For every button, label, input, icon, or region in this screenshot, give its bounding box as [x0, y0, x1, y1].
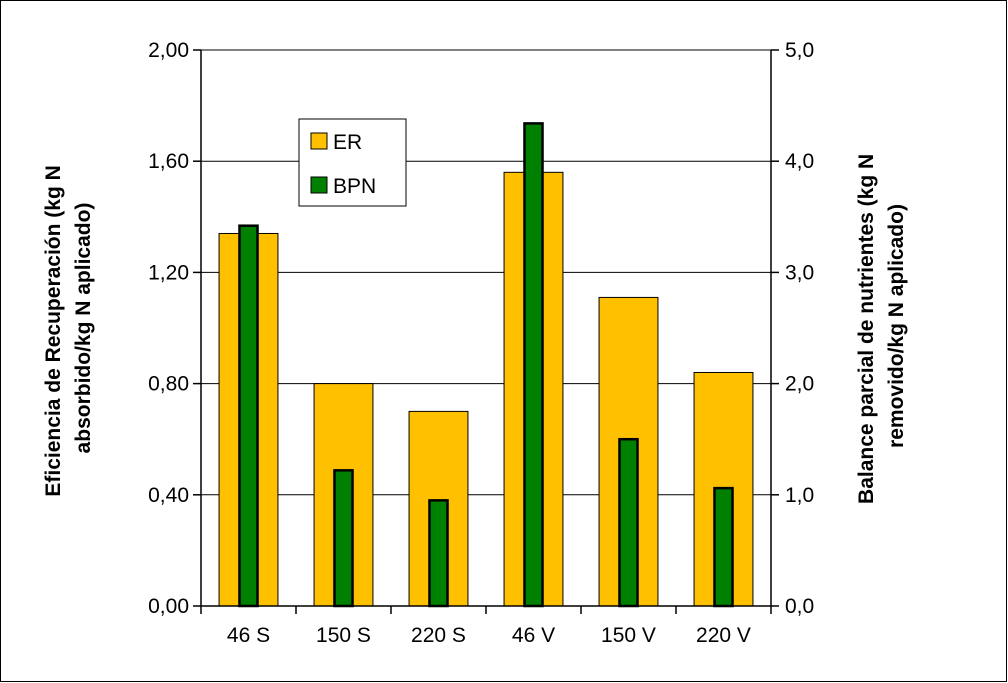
left-tick-label: 0,40 — [148, 484, 189, 507]
left-axis-title: Eficiencia de Recuperación (kg N absorbi… — [42, 159, 95, 496]
bar-bpn — [333, 469, 354, 608]
x-tick-label: 46 S — [227, 624, 270, 647]
legend-swatch-er — [310, 132, 328, 150]
right-tick-label: 0,0 — [785, 595, 814, 618]
right-tick-label: 3,0 — [785, 261, 814, 284]
left-axis-ticks: 0,00 0,40 0,80 1,20 1,60 2,00 — [148, 39, 201, 618]
x-tick-label: 220 V — [696, 624, 751, 647]
right-tick-label: 1,0 — [785, 484, 814, 507]
legend-label-bpn: BPN — [333, 175, 376, 198]
x-tick-label: 220 S — [411, 624, 466, 647]
x-tick-label: 150 V — [601, 624, 656, 647]
bar-bpn — [618, 437, 639, 608]
right-axis-ticks: 0,0 1,0 2,0 3,0 4,0 5,0 — [771, 39, 814, 618]
left-tick-label: 2,00 — [148, 39, 189, 62]
left-tick-label: 1,60 — [148, 150, 189, 173]
gridlines — [201, 49, 771, 496]
left-tick-label: 0,00 — [148, 595, 189, 618]
left-axis-title-line1: Eficiencia de Recuperación (kg N — [42, 165, 65, 496]
left-tick-label: 1,20 — [148, 261, 189, 284]
right-axis-title-line1: Balance parcial de nutrientes (kg N — [855, 154, 878, 504]
bar-bpn — [238, 224, 259, 608]
right-axis-title: Balance parcial de nutrientes (kg N remo… — [855, 148, 908, 504]
bar-bpn — [523, 122, 544, 608]
legend: ER BPN — [298, 118, 407, 207]
right-axis-title-line2: removido/kg N aplicado) — [885, 204, 908, 448]
left-axis-title-line2: absorbido/kg N aplicado) — [72, 203, 95, 454]
right-tick-label: 2,0 — [785, 373, 814, 396]
x-tick-label: 150 S — [316, 624, 371, 647]
bars — [218, 122, 754, 608]
x-tick-label: 46 V — [512, 624, 555, 647]
bar-bpn — [713, 486, 734, 608]
x-axis-ticks: 46 S 150 S 220 S 46 V 150 V 220 V — [200, 606, 772, 647]
legend-swatch-bpn — [310, 176, 328, 194]
legend-label-er: ER — [333, 131, 362, 154]
bar-bpn — [428, 499, 449, 608]
right-tick-label: 4,0 — [785, 150, 814, 173]
left-tick-label: 0,80 — [148, 373, 189, 396]
right-tick-label: 5,0 — [785, 39, 814, 62]
